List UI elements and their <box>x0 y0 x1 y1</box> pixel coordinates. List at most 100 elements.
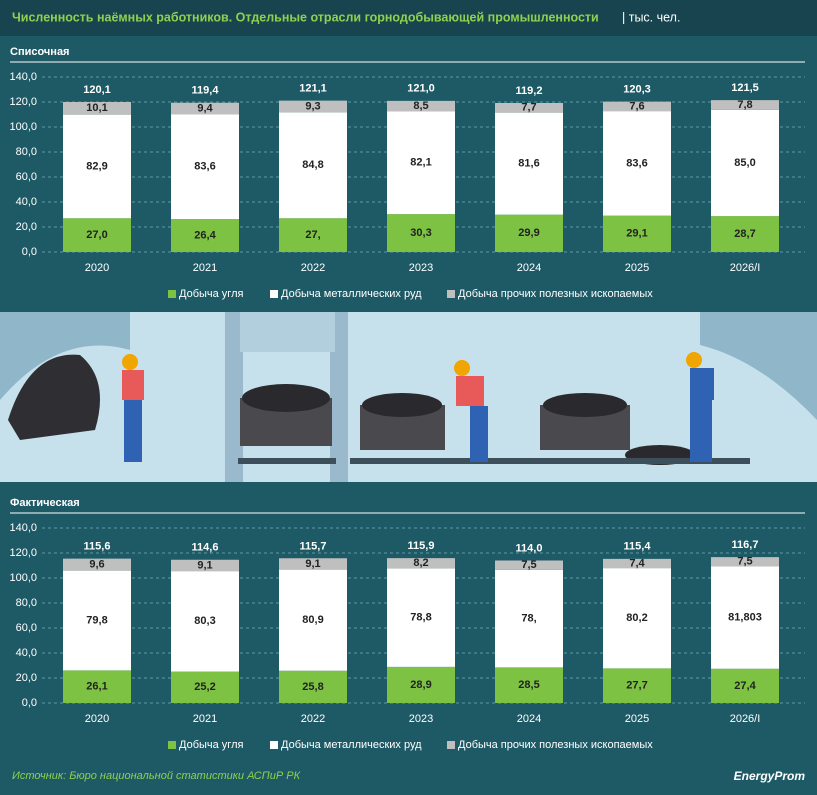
bar-segment <box>387 666 455 703</box>
rock <box>700 312 817 420</box>
pillar <box>330 312 348 482</box>
legend-label: Добыча прочих полезных ископаемых <box>458 739 653 751</box>
illustration <box>0 312 817 482</box>
bar-segment <box>63 218 131 252</box>
y-tick-label: 40,0 <box>16 196 37 208</box>
value-label: 30,3 <box>410 227 431 239</box>
value-label: 9,4 <box>197 103 213 115</box>
bar-segment <box>171 114 239 219</box>
value-label: 81,6 <box>518 158 539 170</box>
legend-label: Добыча прочих полезных ископаемых <box>458 288 653 300</box>
total-label: 115,7 <box>300 540 327 552</box>
frame <box>240 312 335 352</box>
y-tick-label: 100,0 <box>9 572 37 584</box>
bar-segment <box>387 568 455 667</box>
bar-segment <box>603 668 671 703</box>
total-label: 114,6 <box>192 542 219 554</box>
y-tick-label: 80,0 <box>16 146 37 158</box>
bar-segment <box>603 558 671 569</box>
x-tick-label: 2020 <box>85 262 109 274</box>
y-tick-label: 120,0 <box>9 96 37 108</box>
y-tick-label: 100,0 <box>9 121 37 133</box>
bar-segment <box>171 671 239 703</box>
value-label: 27,7 <box>626 680 647 692</box>
value-label: 84,8 <box>302 159 323 171</box>
header-band <box>0 0 817 36</box>
chart-subtitle: Фактическая <box>10 497 80 509</box>
bar-segment <box>171 219 239 252</box>
legend-label: Добыча угля <box>179 739 243 751</box>
y-tick-label: 60,0 <box>16 171 37 183</box>
total-label: 119,4 <box>192 85 220 97</box>
rail <box>350 458 750 464</box>
value-label: 29,9 <box>518 227 539 239</box>
brand: EnergyProm <box>734 769 806 783</box>
rail <box>238 458 336 464</box>
bar-segment <box>279 558 347 570</box>
coal-heap <box>8 354 100 440</box>
value-label: 9,1 <box>305 558 320 570</box>
value-label: 28,7 <box>734 228 755 240</box>
legend-label: Добыча металлических руд <box>281 288 422 300</box>
y-tick-label: 20,0 <box>16 221 37 233</box>
x-tick-label: 2023 <box>409 713 433 725</box>
y-tick-label: 0,0 <box>22 246 37 258</box>
x-tick-label: 2026/I <box>730 262 761 274</box>
value-label: 25,2 <box>194 681 215 693</box>
x-tick-label: 2026/I <box>730 713 761 725</box>
y-tick-label: 40,0 <box>16 647 37 659</box>
legend-swatch <box>168 741 176 749</box>
bar-segment <box>387 100 455 112</box>
worker <box>454 360 488 462</box>
value-label: 81,803 <box>728 612 762 624</box>
total-label: 121,0 <box>407 83 435 95</box>
title: Численность наёмных работников. Отдельны… <box>12 10 599 24</box>
coal <box>242 384 330 412</box>
rock <box>0 312 130 400</box>
legend-swatch <box>447 290 455 298</box>
value-label: 8,2 <box>413 557 428 569</box>
x-tick-label: 2023 <box>409 262 433 274</box>
y-tick-label: 140,0 <box>9 71 37 83</box>
total-label: 116,7 <box>732 539 759 551</box>
bar-segment <box>279 100 347 113</box>
value-label: 26,1 <box>86 681 107 693</box>
total-label: 121,1 <box>299 83 327 95</box>
value-label: 7,7 <box>521 102 536 114</box>
unit: | тыс. чел. <box>622 10 680 24</box>
total-label: 114,0 <box>516 542 543 554</box>
value-label: 28,5 <box>518 679 539 691</box>
bar-segment <box>603 568 671 669</box>
bar-segment <box>387 558 455 569</box>
bar-segment <box>279 218 347 252</box>
y-tick-label: 0,0 <box>22 697 37 709</box>
y-tick-label: 60,0 <box>16 622 37 634</box>
value-label: 80,9 <box>302 614 323 626</box>
x-tick-label: 2022 <box>301 262 325 274</box>
bar-segment <box>63 114 131 219</box>
x-tick-label: 2021 <box>193 713 217 725</box>
worker <box>686 352 714 462</box>
bar-segment <box>63 102 131 115</box>
y-tick-label: 80,0 <box>16 597 37 609</box>
value-label: 9,1 <box>197 559 212 571</box>
value-label: 28,9 <box>410 679 431 691</box>
value-label: 10,1 <box>86 102 107 114</box>
value-label: 80,2 <box>626 612 647 624</box>
value-label: 9,3 <box>305 100 320 112</box>
value-label: 80,3 <box>194 615 215 627</box>
total-label: 115,6 <box>84 540 111 552</box>
bar-segment <box>603 215 671 252</box>
value-label: 8,5 <box>413 100 428 112</box>
bar-segment <box>711 566 779 669</box>
value-label: 29,1 <box>626 228 647 240</box>
bar-segment <box>711 109 779 217</box>
bar-segment <box>171 102 239 115</box>
bar-segment <box>63 558 131 571</box>
bar-segment <box>495 569 563 668</box>
value-label: 27,4 <box>734 680 756 692</box>
value-label: 7,5 <box>737 556 752 568</box>
value-label: 27,0 <box>86 229 107 241</box>
x-tick-label: 2021 <box>193 262 217 274</box>
